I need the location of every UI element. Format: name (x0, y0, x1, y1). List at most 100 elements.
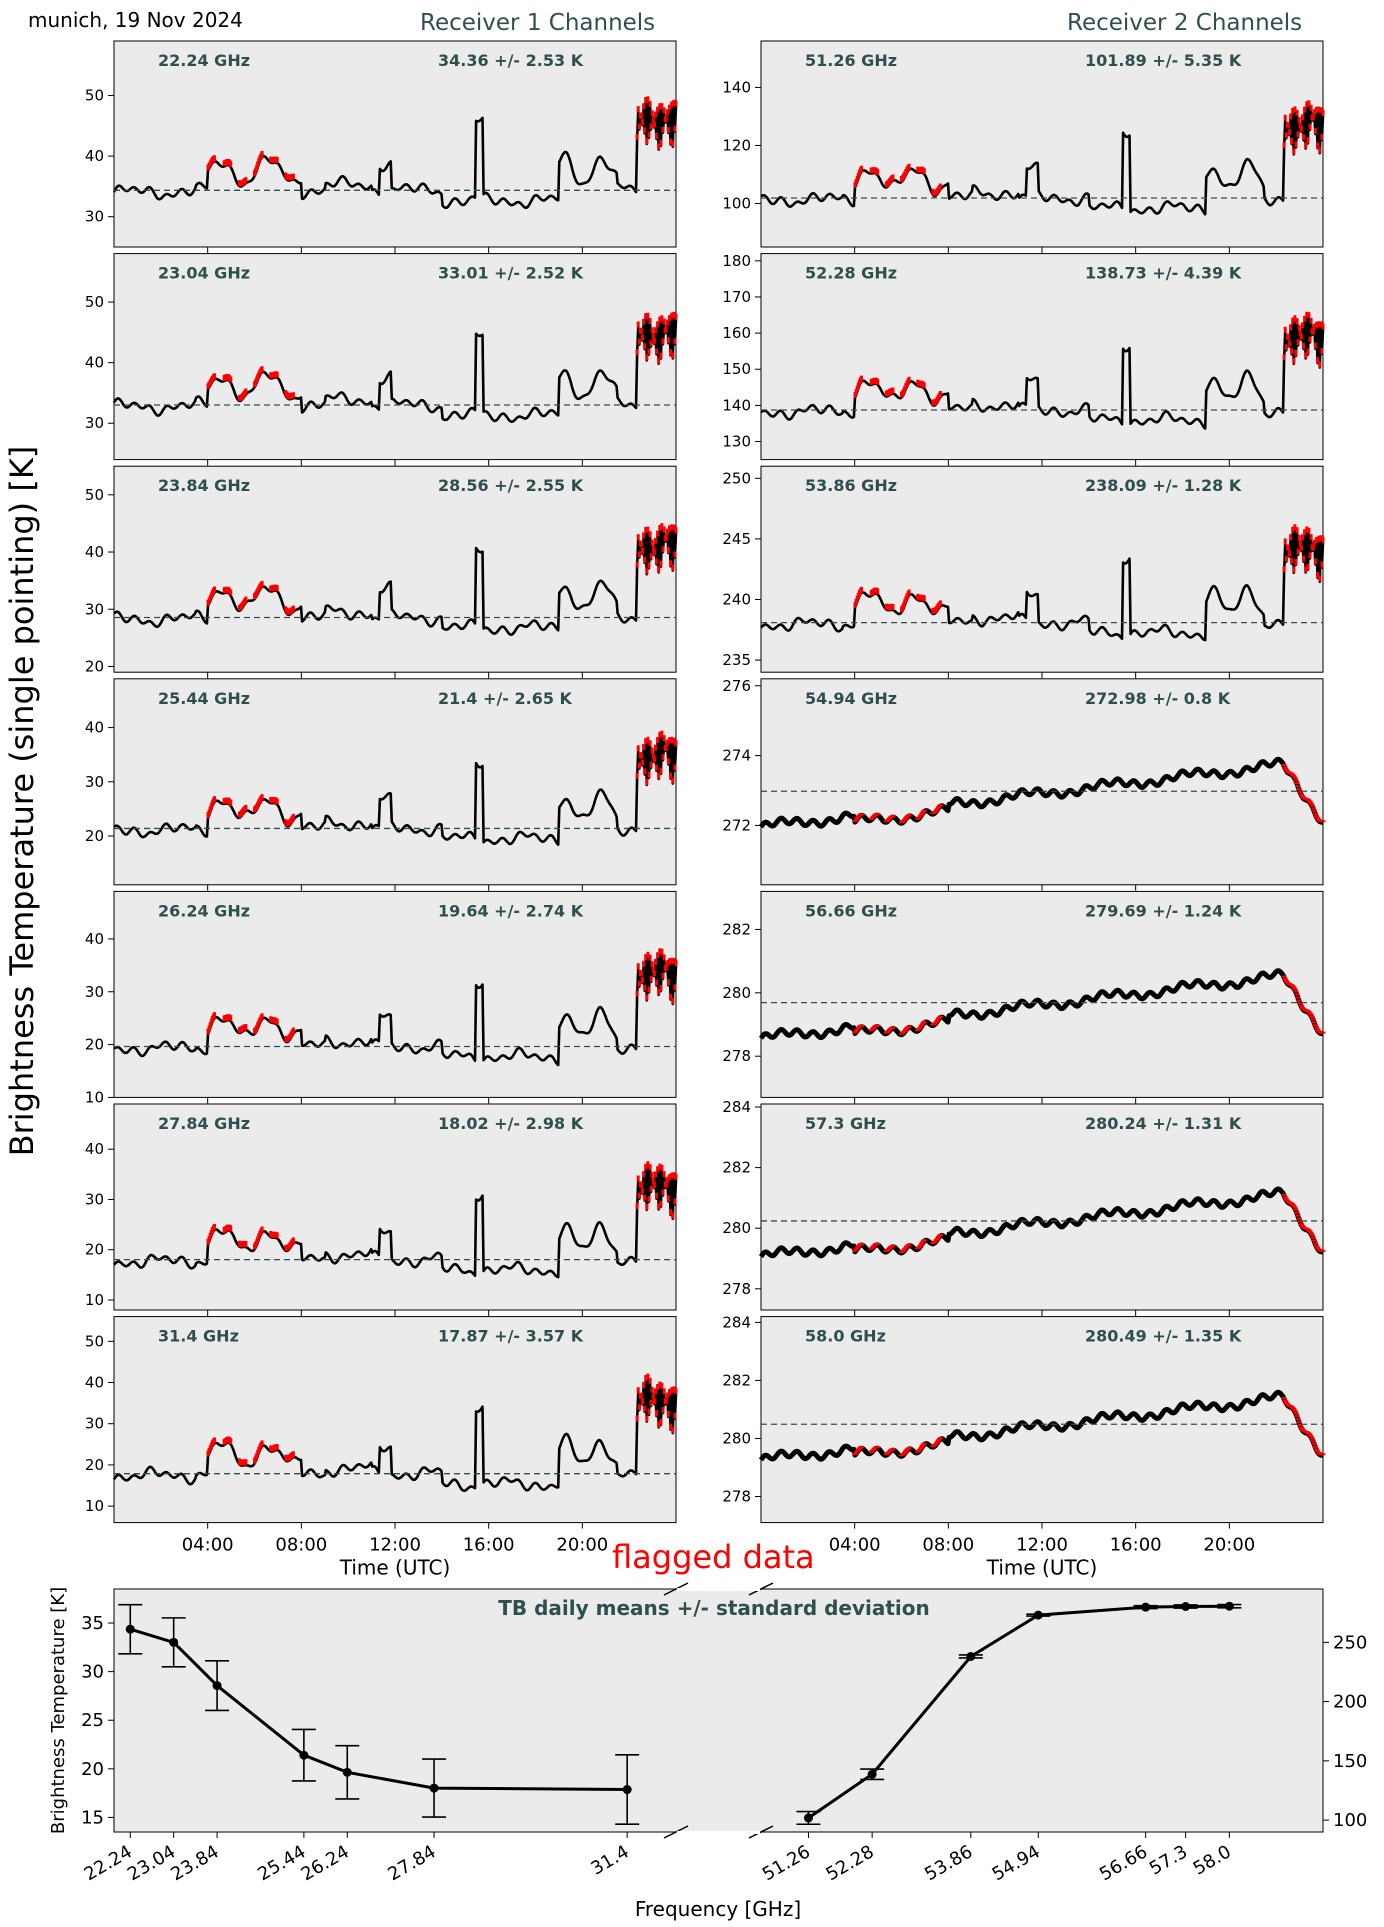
left-x-tick-label: 26.24 (298, 1841, 353, 1885)
flagged-trace (852, 1397, 1326, 1457)
axis-break-mark (663, 1582, 689, 1596)
y-tick-label: 280 (722, 984, 751, 1002)
axis-break-mark (748, 1582, 774, 1596)
plot-background (114, 1589, 1323, 1832)
left-axis-frame (113, 1588, 676, 1833)
channel-trace (113, 1165, 678, 1279)
time-tick-label: 04:00 (829, 1535, 881, 1556)
channel-panel-0-3: 20 30 40 25.44 GHz 21.4 +/- 2.65 K (85, 678, 678, 891)
time-tick-label: 08:00 (922, 1535, 974, 1556)
receiver-1-title: Receiver 1 Channels (420, 10, 656, 36)
right-mean-point (1224, 1601, 1234, 1611)
frequency-axis-label: Frequency [GHz] (635, 1897, 801, 1921)
stats-label: 272.98 +/- 0.8 K (1085, 689, 1231, 708)
receiver-2-title: Receiver 2 Channels (1067, 10, 1303, 36)
y-tick-label: 278 (722, 1047, 751, 1065)
y-tick-label: 250 (722, 469, 751, 487)
time-tick-label: 20:00 (556, 1535, 608, 1556)
y-tick-label: 160 (722, 324, 751, 342)
left-y-tick-label: 30 (81, 1662, 104, 1683)
left-x-tick-label: 22.24 (81, 1841, 136, 1885)
stats-label: 280.24 +/- 1.31 K (1085, 1114, 1242, 1133)
y-tick-label: 284 (722, 1313, 751, 1331)
y-tick-label: 50 (85, 486, 104, 504)
y-tick-label: 282 (722, 1371, 751, 1389)
flagged-trace (206, 1373, 678, 1466)
right-x-tick-label: 52.28 (823, 1841, 878, 1885)
channel-panel-0-0: 30 40 50 22.24 GHz 34.36 +/- 2.53 K (85, 40, 678, 253)
frequency-label: 27.84 GHz (158, 1114, 250, 1133)
left-y-tick-label: 35 (81, 1613, 104, 1634)
y-tick-label: 100 (722, 194, 751, 212)
y-tick-label: 30 (85, 773, 104, 791)
time-tick-label: 20:00 (1203, 1535, 1255, 1556)
y-tick-label: 40 (85, 147, 104, 165)
channel-panel-1-6: 278 280 282 284 58.0 GHz 280.49 +/- 1.35 K 04:… (722, 1313, 1326, 1580)
channel-panel-1-5: 278 280 282 284 57.3 GHz 280.24 +/- 1.31 K (722, 1098, 1326, 1316)
channel-trace (113, 735, 678, 846)
y-tick-label: 20 (85, 657, 104, 675)
y-tick-label: 180 (722, 252, 751, 270)
frequency-label: 54.94 GHz (805, 689, 897, 708)
flagged-trace (853, 311, 1325, 406)
y-tick-label: 50 (85, 293, 104, 311)
stats-label: 19.64 +/- 2.74 K (438, 901, 584, 920)
channel-trace (112, 316, 678, 423)
stats-label: 18.02 +/- 2.98 K (438, 1114, 584, 1133)
break-gap-top (677, 1588, 760, 1591)
flagged-trace (853, 100, 1325, 196)
channel-panel-0-2: 20 30 40 50 23.84 GHz 28.56 +/- 2.55 K (85, 465, 678, 679)
y-tick-label: 40 (85, 719, 104, 737)
stats-label: 28.56 +/- 2.55 K (438, 476, 584, 495)
y-tick-label: 40 (85, 1140, 104, 1158)
stats-label: 279.69 +/- 1.24 K (1085, 901, 1242, 920)
plot-background (113, 890, 677, 1098)
y-tick-label: 40 (85, 543, 104, 561)
y-tick-label: 245 (722, 530, 751, 548)
flagged-trace (852, 975, 1326, 1035)
flagged-trace (206, 730, 678, 827)
flagged-trace (206, 311, 678, 401)
channel-panel-1-2: 235 240 245 250 53.86 GHz 238.09 +/- 1.28 K (722, 465, 1325, 679)
y-tick-label: 30 (85, 1415, 104, 1433)
plot-background (760, 1316, 1324, 1524)
y-tick-label: 278 (722, 1487, 751, 1505)
time-tick-label: 12:00 (369, 1535, 421, 1556)
y-tick-label: 20 (85, 1036, 104, 1054)
y-tick-label: 30 (85, 208, 104, 226)
frequency-label: 52.28 GHz (805, 264, 897, 283)
y-tick-label: 284 (722, 1098, 751, 1116)
time-axis-label: Time (UTC) (339, 1556, 451, 1580)
flagged-trace (206, 1161, 678, 1251)
channel-panel-0-6: 10 20 30 40 50 31.4 GHz 17.87 +/- 3.57 K 04:00 0… (85, 1316, 678, 1580)
y-tick-label: 10 (85, 1088, 104, 1106)
left-y-tick-label: 25 (81, 1710, 104, 1731)
y-tick-label: 20 (85, 1456, 104, 1474)
y-tick-label: 20 (85, 827, 104, 845)
y-tick-label: 235 (722, 651, 751, 669)
plot-background (113, 1103, 677, 1311)
plot-background (113, 678, 677, 886)
frequency-label: 57.3 GHz (805, 1114, 886, 1133)
channel-panel-0-4: 10 20 30 40 26.24 GHz 19.64 +/- 2.74 K (85, 890, 678, 1106)
frequency-label: 51.26 GHz (805, 51, 897, 70)
plot-background (760, 1103, 1324, 1311)
time-tick-label: 16:00 (1110, 1535, 1162, 1556)
stats-label: 280.49 +/- 1.35 K (1085, 1327, 1242, 1346)
time-tick-label: 04:00 (182, 1535, 234, 1556)
right-y-tick-label: 250 (1333, 1632, 1367, 1653)
y-tick-label: 140 (722, 78, 751, 96)
channel-panel-1-1: 130 140 150 160 170 180 52.28 GHz 138.73 +/- 4.… (722, 252, 1325, 466)
y-tick-label: 10 (85, 1497, 104, 1515)
right-x-tick-label: 54.94 (989, 1841, 1044, 1885)
stats-label: 101.89 +/- 5.35 K (1085, 51, 1242, 70)
axis-break-mark (748, 1825, 774, 1839)
y-tick-label: 276 (722, 677, 751, 695)
left-x-tick-label: 27.84 (384, 1841, 439, 1885)
frequency-label: 56.66 GHz (805, 901, 897, 920)
left-x-tick-label: 23.84 (167, 1841, 222, 1885)
left-y-tick-label: 20 (81, 1759, 104, 1780)
time-tick-label: 08:00 (275, 1535, 327, 1556)
